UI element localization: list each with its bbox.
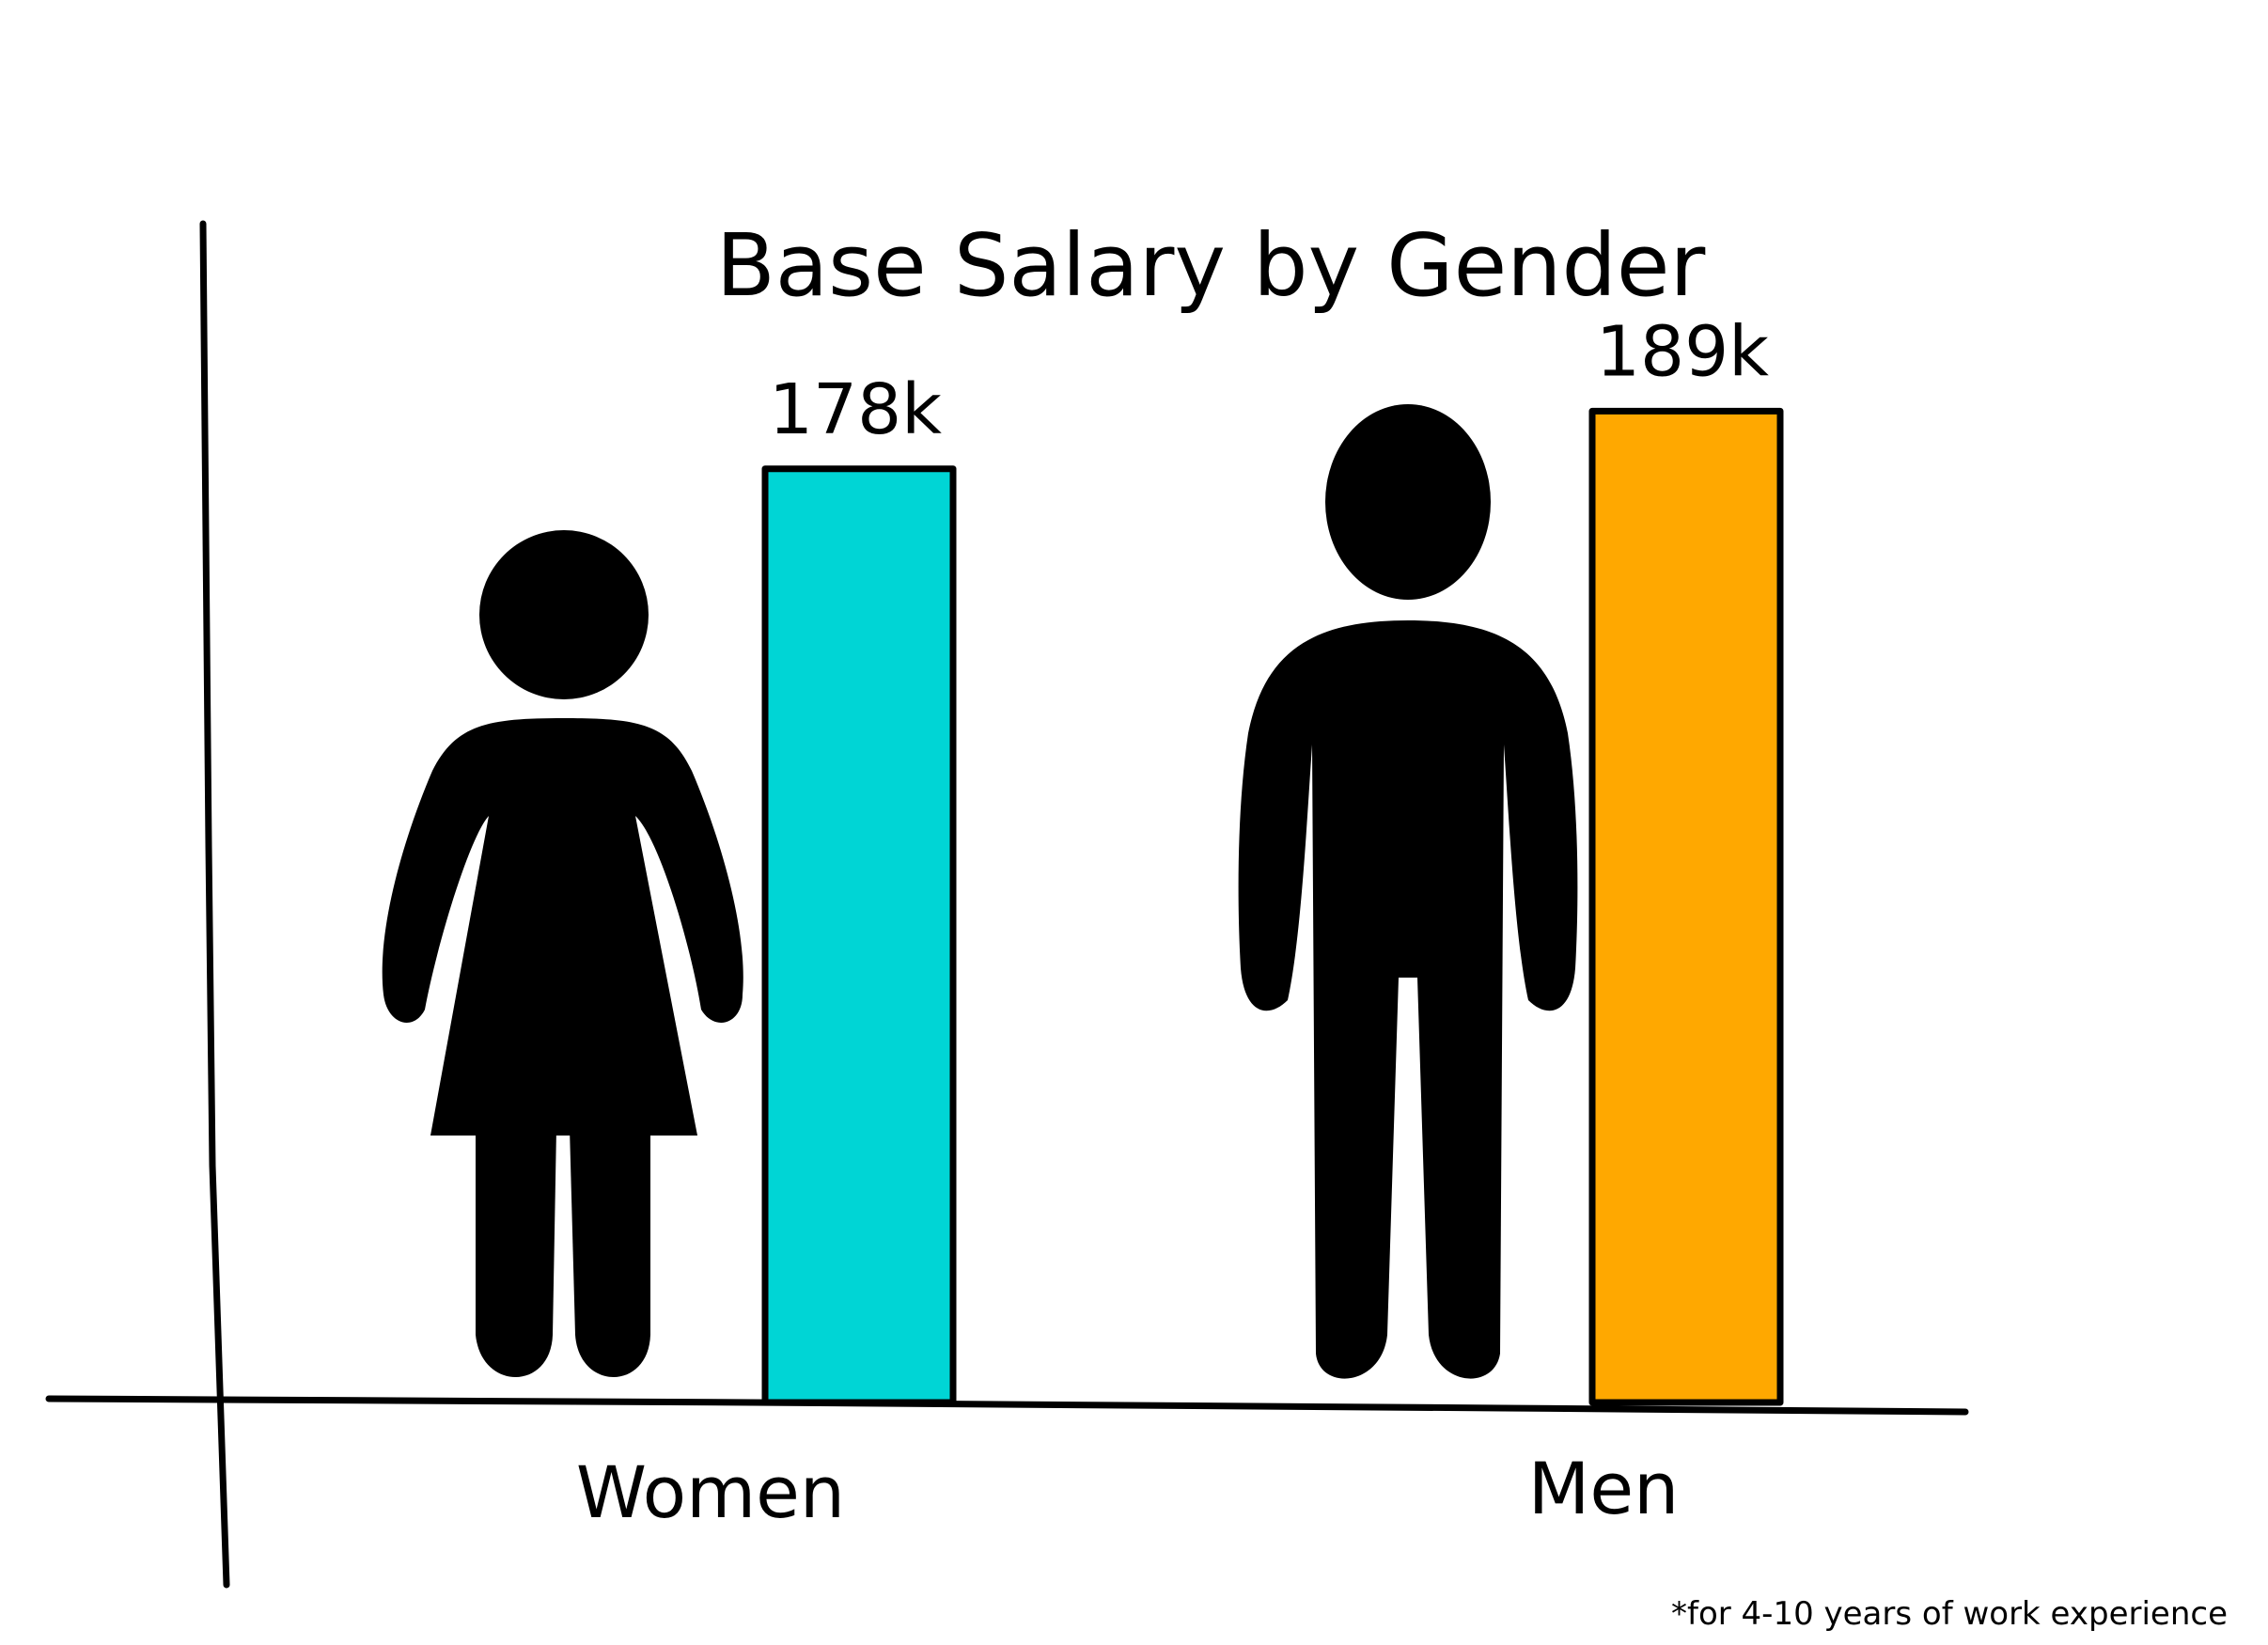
bar-men — [1588, 407, 1784, 1406]
man-icon — [1238, 404, 1578, 1379]
bar-women — [761, 465, 957, 1406]
y-axis — [199, 220, 230, 1589]
x-axis — [45, 1395, 1969, 1416]
woman-icon — [382, 530, 743, 1377]
x-tick-label: Men — [1528, 1447, 1680, 1530]
footnote: *for 4-10 years of work experience — [1671, 1595, 2228, 1633]
value-label: 189k — [1596, 311, 1769, 392]
bars — [761, 407, 1784, 1406]
chart-title: Base Salary by Gender — [716, 215, 1706, 316]
value-label: 178k — [769, 369, 942, 450]
x-tick-label: Women — [576, 1450, 845, 1534]
